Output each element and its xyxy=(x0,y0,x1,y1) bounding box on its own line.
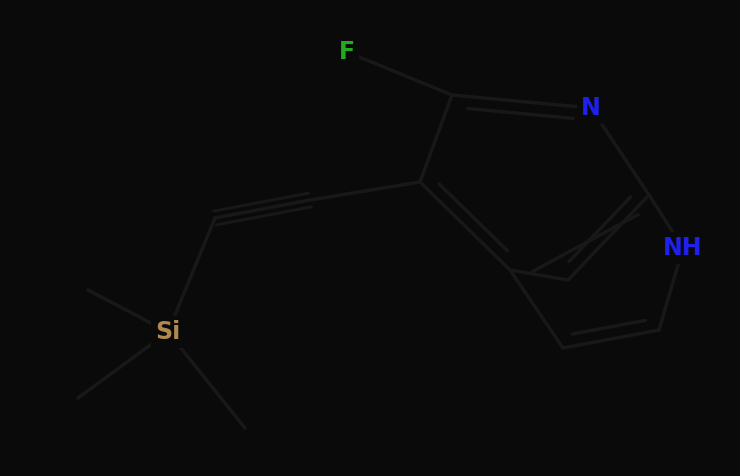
Text: Si: Si xyxy=(155,320,181,344)
Text: F: F xyxy=(339,40,355,64)
Text: NH: NH xyxy=(663,236,703,260)
Text: N: N xyxy=(581,96,601,120)
